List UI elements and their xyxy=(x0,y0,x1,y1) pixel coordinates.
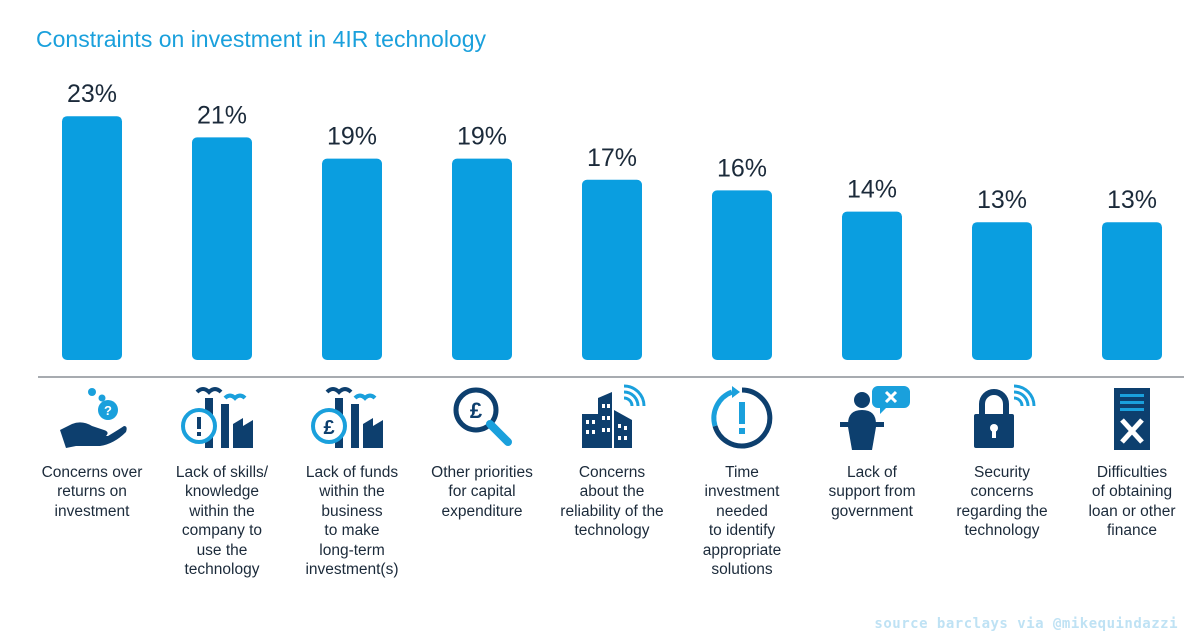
bar xyxy=(972,222,1032,360)
value-label: 17% xyxy=(587,144,637,172)
bar xyxy=(62,116,122,360)
value-label: 13% xyxy=(1107,186,1157,214)
bar xyxy=(842,211,902,360)
category-label: Security concerns regarding the technolo… xyxy=(956,464,1048,540)
svg-text:£: £ xyxy=(323,417,334,439)
bar xyxy=(582,179,642,360)
speaker-podium-icon xyxy=(807,384,937,458)
category-label: Lack of skills/ knowledge within the com… xyxy=(175,464,269,579)
padlock-signal-icon xyxy=(937,384,1067,458)
value-label: 16% xyxy=(717,154,767,182)
factory-alert-icon xyxy=(157,384,287,458)
category-label: Lack of support from government xyxy=(828,464,916,520)
bar xyxy=(712,190,772,360)
bar xyxy=(192,137,252,360)
hand-coins-icon: ? xyxy=(27,384,157,458)
value-label: 21% xyxy=(197,101,247,129)
value-label: 13% xyxy=(977,186,1027,214)
bar xyxy=(322,158,382,360)
category-label: Time investment needed to identify appro… xyxy=(702,464,782,579)
value-label: 19% xyxy=(457,123,507,151)
document-cross-icon xyxy=(1067,384,1197,458)
value-label: 19% xyxy=(327,123,377,151)
source-credit: source barclays via @mikequindazzi xyxy=(874,616,1178,632)
category-label: Concerns over returns on investment xyxy=(41,464,143,520)
svg-text:£: £ xyxy=(470,398,483,423)
bar xyxy=(1102,222,1162,360)
value-label: 23% xyxy=(67,80,117,108)
category-label: Difficulties of obtaining loan or other … xyxy=(1088,464,1176,540)
bar-chart: 23% 21% 19% 19% 17% 16% 14% 13% 13% xyxy=(38,80,1184,378)
factory-pound-icon: £ xyxy=(287,384,417,458)
category-label: Concerns about the reliability of the te… xyxy=(560,464,664,540)
svg-text:?: ? xyxy=(104,403,112,418)
category-label: Other priorities for capital expenditure xyxy=(431,464,533,520)
buildings-signal-icon xyxy=(547,384,677,458)
bar xyxy=(452,158,512,360)
value-label: 14% xyxy=(847,176,897,204)
clock-alert-icon xyxy=(677,384,807,458)
pound-magnifier-icon: £ xyxy=(417,384,547,458)
chart-title: Constraints on investment in 4IR technol… xyxy=(36,26,487,52)
category-label: Lack of funds within the business to mak… xyxy=(305,464,399,579)
